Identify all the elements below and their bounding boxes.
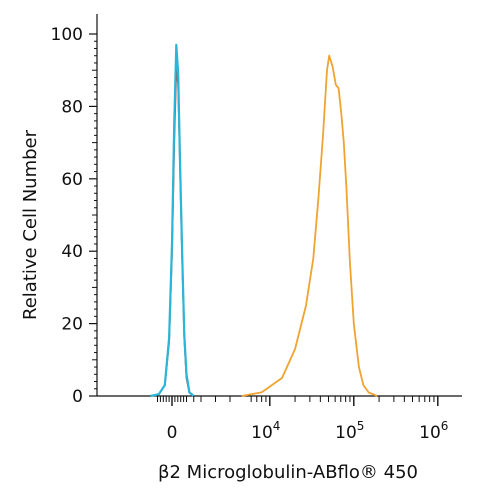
x-tick-label: 104 xyxy=(251,419,280,443)
series-layer xyxy=(150,43,378,398)
x-tick-label: 106 xyxy=(419,419,448,443)
y-tick-label: 80 xyxy=(61,97,83,117)
series-line-3 xyxy=(241,54,378,397)
y-axis-title: Relative Cell Number xyxy=(20,129,41,320)
y-tick-label: 60 xyxy=(61,170,83,190)
axes xyxy=(96,14,462,397)
x-axis-title: β2 Microglobulin-ABflo® 450 xyxy=(158,462,418,483)
series-line-2 xyxy=(150,43,195,398)
ticks-layer: 0 20 40 60 80 100 0 104 105 106 xyxy=(51,25,449,443)
y-tick-label: 20 xyxy=(61,315,83,335)
y-tick-label: 100 xyxy=(51,25,83,45)
y-tick-label: 0 xyxy=(72,387,83,407)
x-tick-label: 0 xyxy=(167,423,178,443)
y-tick-label: 40 xyxy=(61,242,83,262)
x-tick-label: 105 xyxy=(335,419,364,443)
